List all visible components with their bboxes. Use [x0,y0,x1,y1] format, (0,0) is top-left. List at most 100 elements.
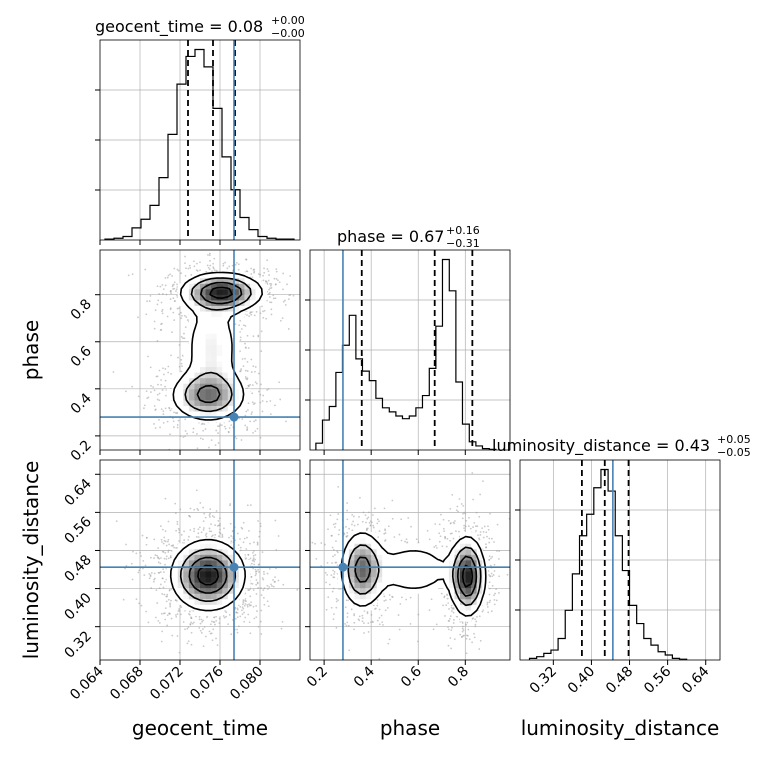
sample-point [249,632,252,635]
density-cell [337,576,344,583]
sample-point [148,300,151,302]
sample-point [197,528,200,531]
sample-point [399,603,402,605]
sample-point [241,358,244,360]
density-cell [194,333,201,340]
density-cell [360,576,366,583]
density-cell [216,272,223,279]
density-cell [188,537,195,544]
sample-point [252,605,255,608]
sample-point [371,514,374,516]
sample-point [205,532,208,535]
sample-point [391,517,394,520]
sample-point [250,575,253,578]
sample-point [252,557,255,560]
sample-point [485,546,487,549]
density-cell [222,554,229,561]
sample-point [161,550,164,553]
density-cell [211,333,218,340]
panel-luminosity-distance-vs-phase [309,459,511,661]
density-cell [410,587,416,594]
sample-point [219,528,222,531]
sample-point [163,580,166,583]
sample-point [211,270,213,273]
sample-point [274,404,276,407]
density-cell [448,571,455,578]
sample-point [475,620,478,623]
sample-point [171,634,174,637]
sample-point [235,437,238,440]
density-cell [227,294,234,301]
density-cell [448,554,455,561]
density-cell [448,560,455,566]
density-cell [227,576,234,583]
sample-point [219,522,221,525]
sample-point [378,520,380,523]
density-cell [177,411,184,418]
density-cell [448,543,455,550]
density-cell [222,355,229,362]
sample-point [178,651,181,654]
sample-point [157,547,160,550]
sample-point [183,337,186,340]
density-cell [404,543,411,550]
sample-point [158,293,161,295]
sample-point [195,489,198,492]
density-cell [172,405,179,412]
sample-point [268,292,270,295]
sample-point [335,561,338,564]
density-cell [227,322,234,329]
sample-point [279,319,282,322]
sample-point [153,423,155,425]
sample-point [384,539,387,541]
sample-point [493,570,496,572]
density-cell [188,400,195,406]
sample-point [222,615,225,617]
sample-point [164,607,167,610]
density-cell [404,576,411,583]
sample-point [143,404,146,407]
sample-point [186,627,189,630]
density-cell [354,598,361,605]
sample-point [388,594,391,596]
contour-line [209,286,233,299]
density-cell [194,400,201,406]
sample-point [161,308,164,311]
sample-point [256,543,259,546]
sample-point [224,261,227,264]
sample-point [366,517,369,520]
sample-point [262,279,265,282]
sample-point [184,262,186,265]
density-cell [244,394,251,401]
sample-point [383,599,386,602]
sample-point [195,536,198,538]
density-cell [437,560,444,566]
density-cell [200,355,206,362]
density-cell [244,300,251,306]
sample-point [331,590,334,593]
sample-point [227,431,230,434]
density-cell [183,344,190,351]
sample-point [262,596,265,599]
sample-point [274,283,277,286]
sample-point [249,420,252,423]
density-cell [250,283,256,290]
density-cell [211,344,218,351]
sample-point [255,570,258,573]
sample-point [367,511,370,514]
density-cell [188,554,195,561]
sample-point [250,358,253,361]
density-cell [233,571,240,578]
sample-point [346,518,349,521]
density-cell [183,593,190,600]
sample-point [333,570,336,573]
sample-point [135,552,138,555]
density-cell [166,582,173,589]
sample-point [259,620,262,623]
sample-point [446,537,449,540]
sample-point [156,303,159,306]
sample-point [259,436,262,439]
sample-point [277,535,280,537]
density-cell [360,532,366,539]
sample-point [252,589,255,591]
